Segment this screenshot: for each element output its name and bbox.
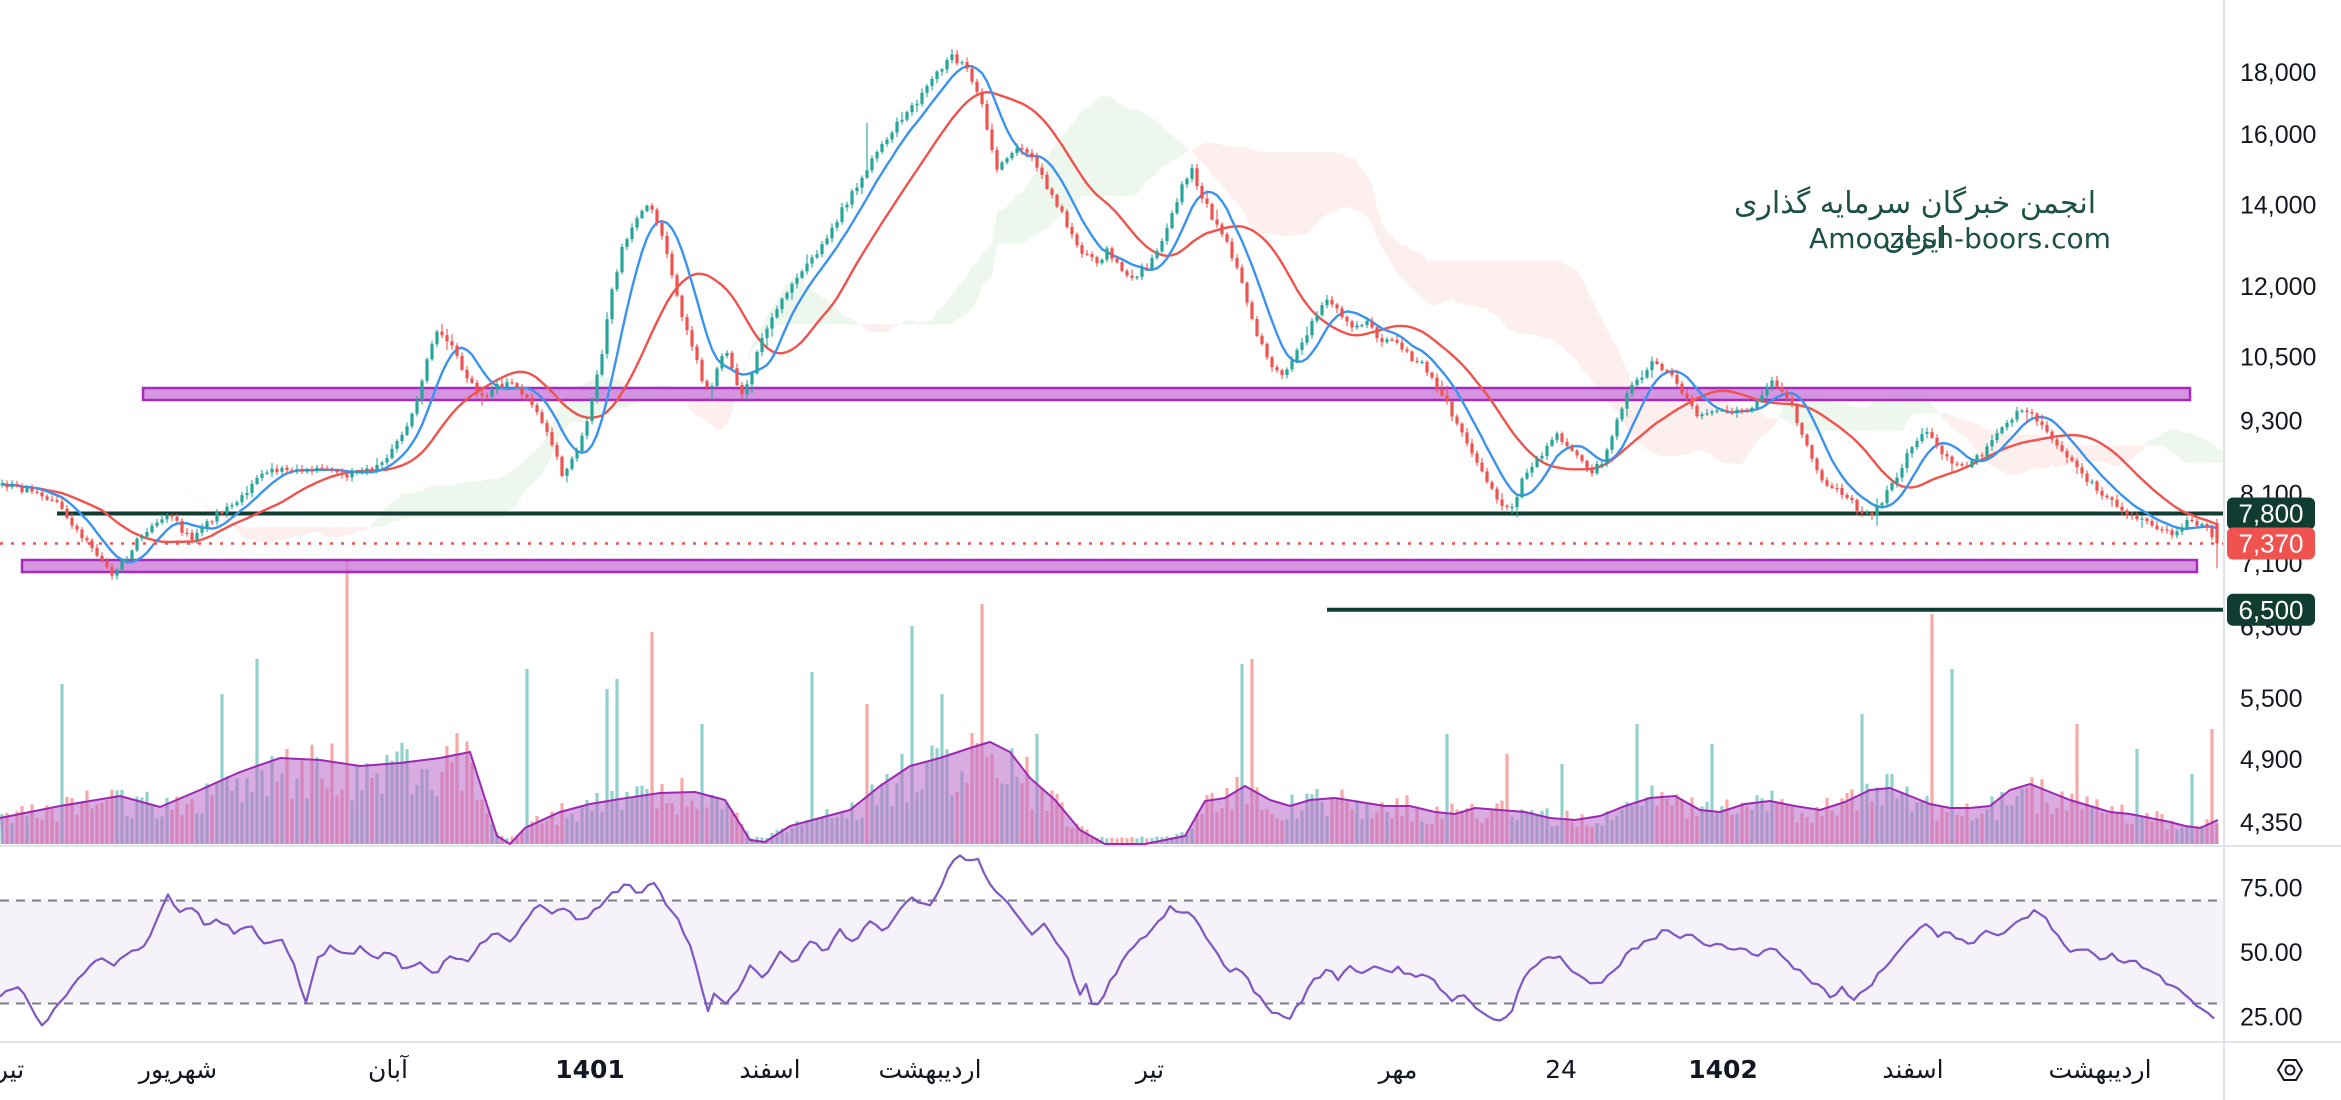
time-axis-label: تیر bbox=[1134, 1055, 1164, 1084]
time-axis-label: 1402 bbox=[1688, 1055, 1758, 1084]
svg-text:6,500: 6,500 bbox=[2238, 595, 2303, 625]
price-axis-label: 12,000 bbox=[2240, 273, 2316, 301]
candlestick-layer bbox=[0, 49, 2219, 580]
volume-layer bbox=[0, 559, 2219, 846]
price-axis[interactable]: 18,00016,00014,00012,00010,5009,3008,100… bbox=[2240, 59, 2316, 1031]
price-axis-label: 5,500 bbox=[2240, 685, 2303, 713]
ma-red-line bbox=[1, 90, 2218, 544]
price-axis-label: 4,350 bbox=[2240, 809, 2303, 837]
volume-ma-outline bbox=[0, 740, 2219, 846]
rsi-band-fill bbox=[0, 900, 2224, 1004]
time-axis-label: شهریور bbox=[137, 1055, 217, 1085]
drawing-zones[interactable] bbox=[20, 386, 2224, 612]
time-axis-label: اسفند bbox=[739, 1055, 800, 1084]
rsi-line bbox=[0, 854, 2215, 1027]
svg-text:7,370: 7,370 bbox=[2238, 528, 2303, 558]
support-zone[interactable] bbox=[20, 558, 2199, 574]
moving-averages bbox=[1, 64, 2218, 564]
price-badge-7800: 7,800 bbox=[2227, 497, 2315, 530]
ichimoku-cloud bbox=[132, 95, 2224, 543]
price-axis-label: 18,000 bbox=[2240, 59, 2316, 87]
price-axis-label: 14,000 bbox=[2240, 192, 2316, 220]
svg-text:7,800: 7,800 bbox=[2238, 499, 2303, 529]
price-scale-settings-icon[interactable] bbox=[2276, 1059, 2304, 1081]
time-axis-label: اردیبهشت bbox=[2048, 1055, 2151, 1085]
rsi-axis-label: 25.00 bbox=[2240, 1003, 2303, 1031]
time-axis-label: 1401 bbox=[555, 1055, 625, 1084]
time-axis-label: آبان bbox=[368, 1054, 409, 1084]
price-axis-label: 16,000 bbox=[2240, 121, 2316, 149]
ma-blue-line bbox=[1, 64, 2218, 564]
price-axis-label: 10,500 bbox=[2240, 344, 2316, 372]
resistance-zone[interactable] bbox=[141, 386, 2192, 402]
price-axis-label: 9,300 bbox=[2240, 408, 2303, 436]
price-badge-6500: 6,500 bbox=[2227, 593, 2315, 626]
time-axis-label: اردیبهشت bbox=[878, 1055, 981, 1085]
rsi-pane bbox=[0, 854, 2224, 1027]
time-axis-label: اسفند bbox=[1882, 1055, 1943, 1084]
rsi-axis-label: 50.00 bbox=[2240, 939, 2303, 967]
rsi-axis-label: 75.00 bbox=[2240, 875, 2303, 903]
time-axis[interactable]: تیر شهریور آبان 1401 اسفند اردیبهشت تیر مهر 24 14… bbox=[0, 1054, 2152, 1085]
time-axis-label: مهر bbox=[1377, 1055, 1418, 1085]
time-axis-label: تیر bbox=[0, 1055, 24, 1084]
price-axis-label: 4,900 bbox=[2240, 746, 2303, 774]
price-badge-7370: 7,370 bbox=[2227, 527, 2315, 560]
volume-ma-area bbox=[0, 742, 2218, 844]
time-axis-label: 24 bbox=[1545, 1055, 1577, 1084]
